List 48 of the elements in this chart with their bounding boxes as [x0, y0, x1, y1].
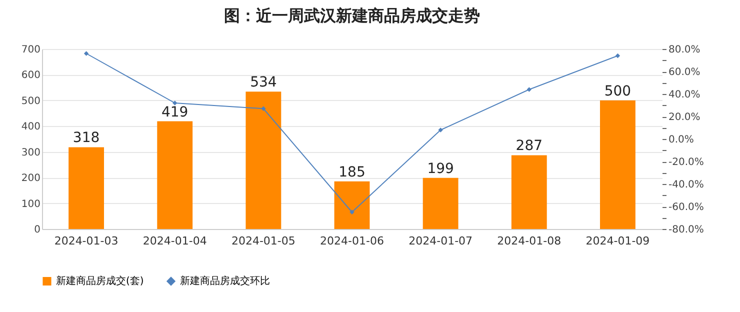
bar — [157, 121, 193, 229]
data-label: 419 — [161, 104, 188, 120]
y-tick-label: 500 — [21, 96, 40, 107]
point — [84, 51, 89, 56]
x-tick-label: 2024-01-05 — [231, 234, 296, 248]
data-label: 185 — [338, 164, 366, 180]
bar — [246, 92, 282, 229]
y2-tick-label: 0.0% — [668, 134, 694, 146]
data-label: 199 — [427, 160, 454, 177]
y-tick-label: 400 — [21, 122, 40, 133]
y2-tick-label: -40.0% — [668, 180, 704, 190]
y-tick-label: 700 — [21, 44, 40, 56]
point — [526, 87, 532, 92]
x-tick-label: 2024-01-07 — [408, 234, 473, 248]
bar — [422, 178, 458, 229]
y2-tick-label: 20.0% — [668, 112, 700, 123]
y2-tick-label: 40.0% — [668, 90, 700, 100]
chart-title: 图：近一周武汉新建商品房成交走势 — [224, 6, 480, 25]
y2-tick-label: -60.0% — [668, 202, 704, 213]
legend-label: 新建商品房成交环比 — [180, 275, 270, 288]
bar — [511, 155, 547, 229]
y-tick-label: 0 — [34, 224, 40, 236]
x-tick-label: 2024-01-03 — [54, 234, 118, 248]
x-tick-label: 2024-01-09 — [586, 234, 650, 248]
y-tick-label: 300 — [21, 147, 40, 158]
legend-label: 新建商品房成交(套) — [56, 275, 144, 288]
bar — [334, 181, 370, 229]
y2-tick-label: 80.0% — [668, 44, 700, 56]
x-tick-label: 2024-01-08 — [497, 234, 562, 248]
bar — [600, 100, 636, 229]
point — [172, 100, 178, 106]
data-label: 534 — [250, 74, 277, 91]
data-label: 500 — [604, 83, 632, 100]
bar — [68, 147, 104, 229]
y-tick-label: 600 — [21, 70, 40, 82]
point — [350, 210, 354, 214]
y-tick-label: 100 — [21, 198, 40, 210]
y2-tick-label: -20.0% — [668, 157, 704, 168]
x-tick-label: 2024-01-04 — [142, 234, 207, 248]
y2-tick-label: 60.0% — [668, 67, 700, 78]
y2-tick-label: -80.0% — [668, 224, 704, 236]
data-label: 287 — [516, 138, 543, 154]
point — [615, 53, 620, 58]
point — [438, 128, 443, 132]
x-tick-label: 2024-01-06 — [320, 234, 384, 248]
y-tick-label: 200 — [21, 173, 40, 184]
point — [261, 106, 266, 111]
data-label: 318 — [72, 130, 100, 146]
